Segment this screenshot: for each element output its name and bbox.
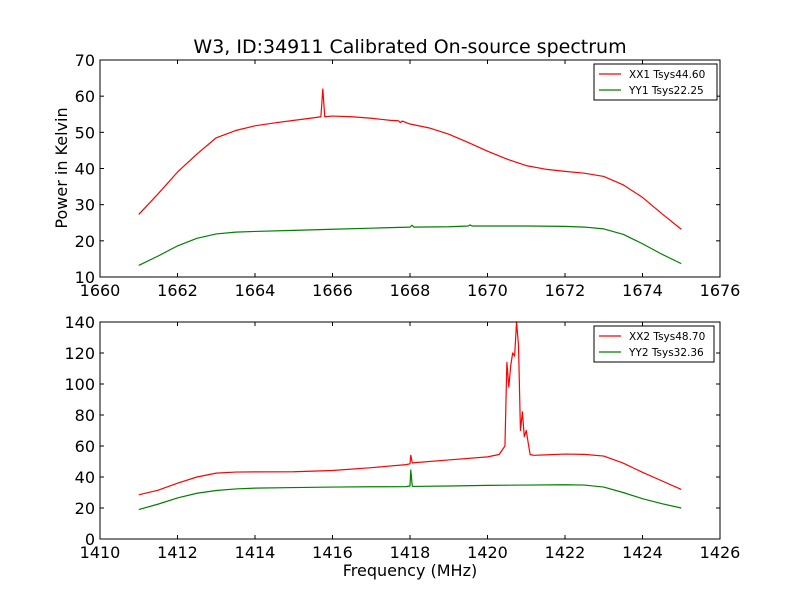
legend: XX1 Tsys44.60 YY1 Tsys22.25 [593, 63, 718, 101]
y-tick-label: 30 [75, 196, 95, 215]
y-tick-label: 40 [75, 468, 95, 487]
x-tick-label: 1418 [390, 543, 431, 562]
x-tick-label: 1670 [467, 281, 508, 300]
y-tick-label: 0 [85, 530, 95, 549]
x-tick-label: 1662 [157, 281, 198, 300]
x-tick-label: 1666 [312, 281, 353, 300]
x-tick-label: 1424 [622, 543, 663, 562]
y-tick-label: 70 [75, 51, 95, 70]
legend-box [593, 63, 718, 101]
y-tick-label: 80 [75, 406, 95, 425]
chart-title: W3, ID:34911 Calibrated On-source spectr… [193, 36, 626, 58]
x-tick-label: 1416 [312, 543, 353, 562]
y-tick-label: 140 [64, 313, 95, 332]
y-tick-label: 50 [75, 123, 95, 142]
legend-label: XX1 Tsys44.60 [629, 69, 705, 81]
bottom-panel: 1410 1412 1414 1416 1418 1420 1422 1424 1426 0 20 4… [64, 313, 740, 562]
x-tick-label: 1420 [467, 543, 508, 562]
series-line-yy1-tsys22-25 [138, 224, 682, 266]
x-tick-label: 1664 [235, 281, 276, 300]
legend-label: YY2 Tsys32.36 [628, 347, 704, 359]
series-line-yy2-tsys32-36 [138, 469, 682, 511]
x-tick-label: 1660 [80, 281, 121, 300]
y-tick-label: 40 [75, 160, 95, 179]
x-tick-label: 1674 [622, 281, 663, 300]
legend-label: YY1 Tsys22.25 [628, 85, 704, 97]
x-axis-label: Frequency (MHz) [343, 561, 477, 580]
x-tick-label: 1676 [700, 281, 741, 300]
x-tick-label: 1422 [545, 543, 586, 562]
x-tick-label: 1410 [80, 543, 121, 562]
y-tick-label: 10 [75, 268, 95, 287]
x-tick-label: 1414 [235, 543, 276, 562]
y-tick-label: 120 [64, 344, 95, 363]
y-tick-label: 20 [75, 499, 95, 518]
x-tick-label: 1668 [390, 281, 431, 300]
series-line-xx2-tsys48-70 [138, 321, 682, 496]
x-tick-label: 1672 [545, 281, 586, 300]
legend: XX2 Tsys48.70 YY2 Tsys32.36 [593, 325, 715, 363]
y-tick-label: 100 [64, 375, 95, 394]
x-tick-label: 1412 [157, 543, 198, 562]
top-panel: 1660 1662 1664 1666 1668 1670 1672 1674 1676 10 20… [75, 51, 741, 300]
legend-box [593, 325, 715, 363]
x-tick-label: 1426 [700, 543, 741, 562]
y-tick-label: 60 [75, 437, 95, 456]
y-tick-label: 60 [75, 87, 95, 106]
series-line-xx1-tsys44-60 [138, 88, 682, 230]
y-tick-label: 20 [75, 232, 95, 251]
y-axis-label: Power in Kelvin [52, 107, 71, 228]
legend-label: XX2 Tsys48.70 [629, 331, 705, 343]
